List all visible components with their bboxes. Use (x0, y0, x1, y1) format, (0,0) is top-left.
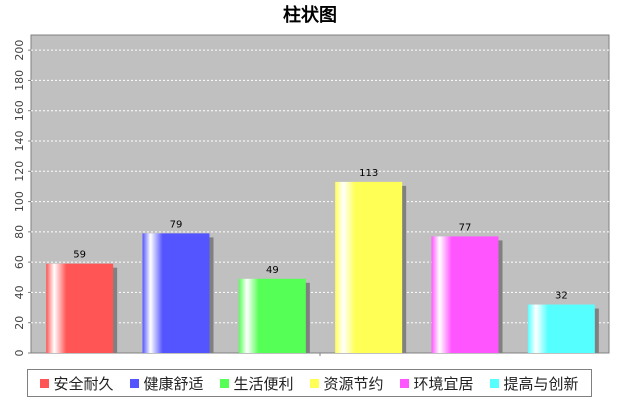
legend-item: 安全耐久 (40, 373, 114, 394)
bar-生活便利 (238, 278, 306, 353)
legend-label: 环境宜居 (413, 374, 474, 393)
legend-item: 环境宜居 (400, 373, 474, 394)
legend-label: 安全耐久 (53, 374, 114, 393)
legend-swatch (310, 378, 320, 388)
y-tick-label: 180 (13, 70, 26, 91)
y-tick-label: 40 (13, 285, 26, 299)
legend-swatch (490, 378, 500, 388)
legend-swatch (130, 378, 140, 388)
data-label: 59 (73, 250, 86, 261)
y-tick-label: 160 (13, 100, 26, 121)
y-tick-label: 140 (13, 131, 26, 152)
y-axis: 0 20 40 60 80 100 120 140 160 180 200 (13, 40, 321, 357)
legend-swatch (220, 378, 230, 388)
legend-label: 生活便利 (233, 374, 294, 393)
legend-label: 提高与创新 (503, 374, 579, 393)
data-labels: 59 79 49 113 77 32 (73, 168, 567, 302)
y-tick-label: 120 (13, 161, 26, 182)
legend: 安全耐久 健康舒适 生活便利 资源节约 环境宜居 提高与创新 (27, 369, 592, 397)
bar-资源节约 (335, 181, 403, 353)
legend-item: 生活便利 (220, 373, 294, 394)
chart-title: 柱状图 (283, 4, 337, 26)
y-tick-label: 0 (13, 350, 26, 357)
y-tick-label: 200 (13, 40, 26, 61)
data-label: 32 (555, 291, 568, 302)
y-tick-label: 100 (13, 191, 26, 212)
data-label: 79 (170, 219, 183, 230)
y-tick-label: 60 (13, 255, 26, 269)
data-label: 113 (359, 168, 378, 179)
legend-swatch (400, 378, 410, 388)
data-label: 77 (459, 222, 472, 233)
bar-健康舒适 (142, 233, 210, 353)
legend-item: 资源节约 (310, 373, 384, 394)
legend-swatch (40, 378, 50, 388)
y-tick-label: 80 (13, 225, 26, 239)
legend-label: 健康舒适 (143, 374, 204, 393)
plot-area (30, 34, 610, 354)
bar-环境宜居 (431, 236, 499, 353)
bar-提高与创新 (527, 304, 595, 353)
legend-item: 提高与创新 (490, 373, 579, 394)
gridlines (31, 49, 609, 324)
data-label: 49 (266, 265, 279, 276)
bars (46, 181, 599, 353)
bar-安全耐久 (46, 263, 114, 353)
legend-item: 健康舒适 (130, 373, 204, 394)
y-tick-label: 20 (13, 316, 26, 330)
legend-label: 资源节约 (323, 374, 384, 393)
